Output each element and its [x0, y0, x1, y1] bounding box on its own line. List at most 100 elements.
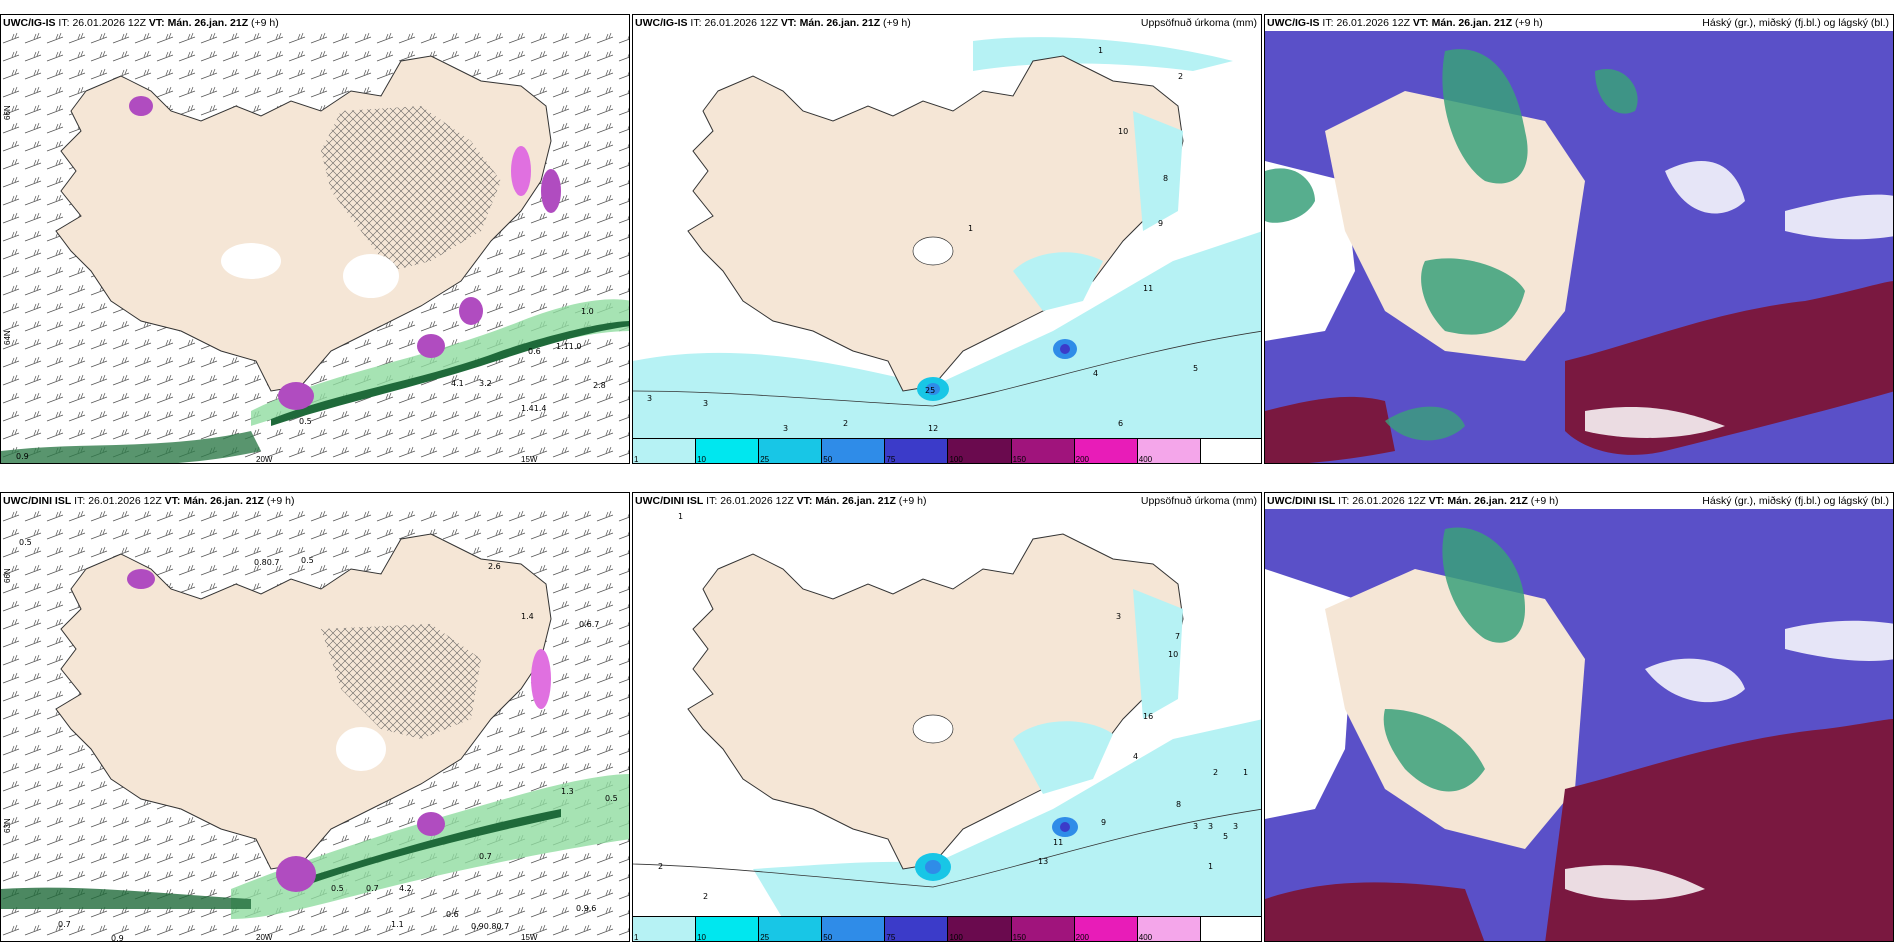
lon-label: 15W [521, 455, 538, 464]
svg-text:2.8: 2.8 [593, 381, 606, 390]
svg-text:0.9: 0.9 [16, 452, 29, 461]
svg-text:25: 25 [925, 386, 935, 395]
legend-cell [1200, 917, 1261, 941]
svg-text:0.7: 0.7 [58, 920, 71, 929]
svg-text:4.2: 4.2 [399, 884, 412, 893]
svg-text:1.4: 1.4 [521, 612, 534, 621]
panel-dini-wind: UWC/DINI ISL IT: 26.01.2026 12Z VT: Mán.… [0, 492, 630, 942]
legend-cell: 150 [1011, 917, 1075, 941]
legend-cell: 200 [1074, 917, 1138, 941]
map-clouds [1265, 509, 1893, 941]
svg-text:2: 2 [1178, 72, 1183, 81]
svg-text:3: 3 [647, 394, 652, 403]
legend-cell: 75 [885, 917, 949, 941]
legend-cell: 400 [1137, 439, 1201, 463]
legend-cell: 50 [822, 439, 886, 463]
legend-cell: 150 [1011, 439, 1075, 463]
map-clouds [1265, 31, 1893, 463]
svg-text:13: 13 [1038, 857, 1048, 866]
svg-text:1: 1 [678, 512, 683, 521]
svg-text:12: 12 [928, 424, 938, 433]
legend-cell: 100 [948, 917, 1012, 941]
svg-text:5: 5 [1193, 364, 1198, 373]
svg-text:3: 3 [1116, 612, 1121, 621]
legend-cell: 50 [822, 917, 886, 941]
svg-text:1.3: 1.3 [561, 787, 574, 796]
svg-text:0.5: 0.5 [605, 794, 618, 803]
panel-igis-clouds: UWC/IG-IS IT: 26.01.2026 12Z VT: Mán. 26… [1264, 14, 1894, 464]
map-wind: 0.5 0.80.7 0.5 2.6 1.4 0.6.7 1.3 0.5 0.7… [1, 509, 629, 942]
svg-text:1.0: 1.0 [581, 307, 594, 316]
svg-text:0.9: 0.9 [111, 934, 124, 942]
precip-legend: 1 10 25 50 75 100 150 200 400 [633, 438, 1261, 463]
svg-text:11: 11 [1053, 838, 1063, 847]
svg-text:2: 2 [703, 892, 708, 901]
svg-text:0.80.7: 0.80.7 [254, 558, 279, 567]
svg-text:8: 8 [1176, 800, 1181, 809]
legend-cell: 200 [1074, 439, 1138, 463]
panel-header: UWC/DINI ISL IT: 26.01.2026 12Z VT: Mán.… [1267, 495, 1559, 507]
panel-title: Uppsöfnuð úrkoma (mm) [1140, 17, 1257, 29]
lon-label: 15W [521, 933, 538, 942]
svg-text:1: 1 [968, 224, 973, 233]
svg-text:0.6.7: 0.6.7 [579, 620, 599, 629]
svg-text:1.41.4: 1.41.4 [521, 404, 546, 413]
svg-text:2: 2 [843, 419, 848, 428]
svg-text:3: 3 [783, 424, 788, 433]
svg-text:4: 4 [1093, 369, 1098, 378]
map-precip: 1 2 3 4 5 10 8 9 11 12 6 3 3 2 1 25 [633, 37, 1261, 441]
svg-text:2: 2 [658, 862, 663, 871]
svg-text:9: 9 [1158, 219, 1163, 228]
svg-text:0.9.6: 0.9.6 [576, 904, 596, 913]
svg-text:1.1: 1.1 [391, 920, 404, 929]
lat-label: 66N [3, 568, 12, 583]
legend-cell: 1 [633, 439, 697, 463]
svg-text:16: 16 [1143, 712, 1153, 721]
legend-cell: 10 [696, 439, 760, 463]
svg-text:6: 6 [1118, 419, 1123, 428]
svg-text:1.11.0: 1.11.0 [556, 342, 581, 351]
svg-text:3: 3 [1208, 822, 1213, 831]
legend-cell: 25 [759, 917, 823, 941]
svg-text:4: 4 [1133, 752, 1138, 761]
svg-text:0.5: 0.5 [19, 538, 32, 547]
svg-text:0.90.80.7: 0.90.80.7 [471, 922, 509, 931]
svg-text:0.6: 0.6 [446, 910, 459, 919]
map-precip: 1 2 3 4 5 7 8 9 10 11 13 16 2 1 2 3 3 3 … [633, 512, 1261, 919]
legend-cell: 75 [885, 439, 949, 463]
svg-text:3: 3 [703, 399, 708, 408]
svg-text:5: 5 [1223, 832, 1228, 841]
precip-legend: 1 10 25 50 75 100 150 200 400 [633, 916, 1261, 941]
panel-igis-wind: UWC/IG-IS IT: 26.01.2026 12Z VT: Mán. 26… [0, 14, 630, 464]
panel-header: UWC/IG-IS IT: 26.01.2026 12Z VT: Mán. 26… [1267, 17, 1543, 29]
svg-text:2.6: 2.6 [488, 562, 501, 571]
svg-text:0.7: 0.7 [479, 852, 492, 861]
legend-cell: 100 [948, 439, 1012, 463]
panel-igis-precip: UWC/IG-IS IT: 26.01.2026 12Z VT: Mán. 26… [632, 14, 1262, 464]
panel-header: UWC/IG-IS IT: 26.01.2026 12Z VT: Mán. 26… [3, 17, 279, 29]
svg-text:7: 7 [1175, 632, 1180, 641]
lat-label: 63N [3, 818, 12, 833]
legend-cell: 10 [696, 917, 760, 941]
svg-text:1: 1 [1208, 862, 1213, 871]
svg-text:2: 2 [1213, 768, 1218, 777]
svg-text:0.6: 0.6 [528, 347, 541, 356]
lat-label: 64N [3, 330, 12, 345]
svg-text:10: 10 [1168, 650, 1178, 659]
svg-text:9: 9 [1101, 818, 1106, 827]
svg-text:10: 10 [1118, 127, 1128, 136]
lon-label: 20W [256, 933, 273, 942]
map-wind: 1.0 0.6 1.11.0 4.1 3.2 2.8 1.41.4 0.5 0.… [1, 31, 629, 463]
svg-text:11: 11 [1143, 284, 1153, 293]
panel-header: UWC/DINI ISL IT: 26.01.2026 12Z VT: Mán.… [635, 495, 927, 507]
svg-text:3: 3 [1193, 822, 1198, 831]
legend-cell: 400 [1137, 917, 1201, 941]
panel-header: UWC/DINI ISL IT: 26.01.2026 12Z VT: Mán.… [3, 495, 295, 507]
svg-text:1: 1 [1243, 768, 1248, 777]
svg-text:3: 3 [1233, 822, 1238, 831]
panel-dini-precip: UWC/DINI ISL IT: 26.01.2026 12Z VT: Mán.… [632, 492, 1262, 942]
svg-text:0.7: 0.7 [366, 884, 379, 893]
svg-text:0.5: 0.5 [301, 556, 314, 565]
panel-title: Háský (gr.), miðský (fj.bl.) og lágský (… [1702, 17, 1889, 29]
panel-dini-clouds: UWC/DINI ISL IT: 26.01.2026 12Z VT: Mán.… [1264, 492, 1894, 942]
